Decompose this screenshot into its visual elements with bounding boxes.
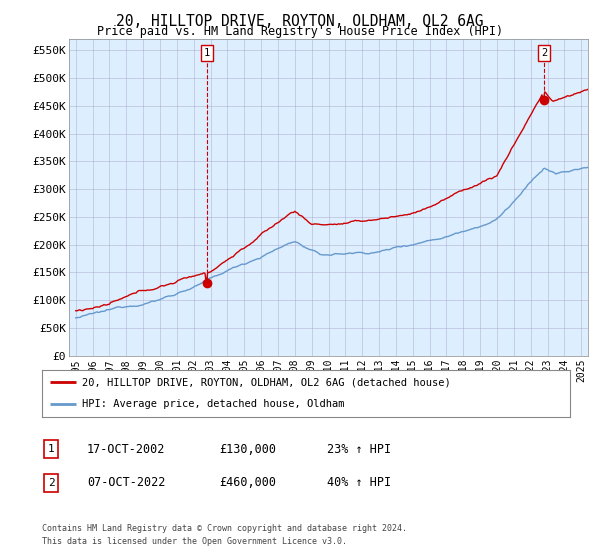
Text: 40% ↑ HPI: 40% ↑ HPI [327, 476, 391, 489]
Text: HPI: Average price, detached house, Oldham: HPI: Average price, detached house, Oldh… [82, 399, 344, 409]
Text: 2: 2 [541, 48, 547, 58]
Text: 1: 1 [204, 48, 210, 58]
Text: 17-OCT-2002: 17-OCT-2002 [87, 442, 166, 456]
Text: 1: 1 [47, 444, 55, 454]
Text: This data is licensed under the Open Government Licence v3.0.: This data is licensed under the Open Gov… [42, 537, 347, 546]
Text: 2: 2 [47, 478, 55, 488]
Text: 20, HILLTOP DRIVE, ROYTON, OLDHAM, OL2 6AG: 20, HILLTOP DRIVE, ROYTON, OLDHAM, OL2 6… [116, 14, 484, 29]
Text: Price paid vs. HM Land Registry's House Price Index (HPI): Price paid vs. HM Land Registry's House … [97, 25, 503, 38]
Text: 07-OCT-2022: 07-OCT-2022 [87, 476, 166, 489]
Text: 23% ↑ HPI: 23% ↑ HPI [327, 442, 391, 456]
Text: 20, HILLTOP DRIVE, ROYTON, OLDHAM, OL2 6AG (detached house): 20, HILLTOP DRIVE, ROYTON, OLDHAM, OL2 6… [82, 377, 451, 388]
Text: £130,000: £130,000 [219, 442, 276, 456]
Text: Contains HM Land Registry data © Crown copyright and database right 2024.: Contains HM Land Registry data © Crown c… [42, 524, 407, 533]
Text: £460,000: £460,000 [219, 476, 276, 489]
